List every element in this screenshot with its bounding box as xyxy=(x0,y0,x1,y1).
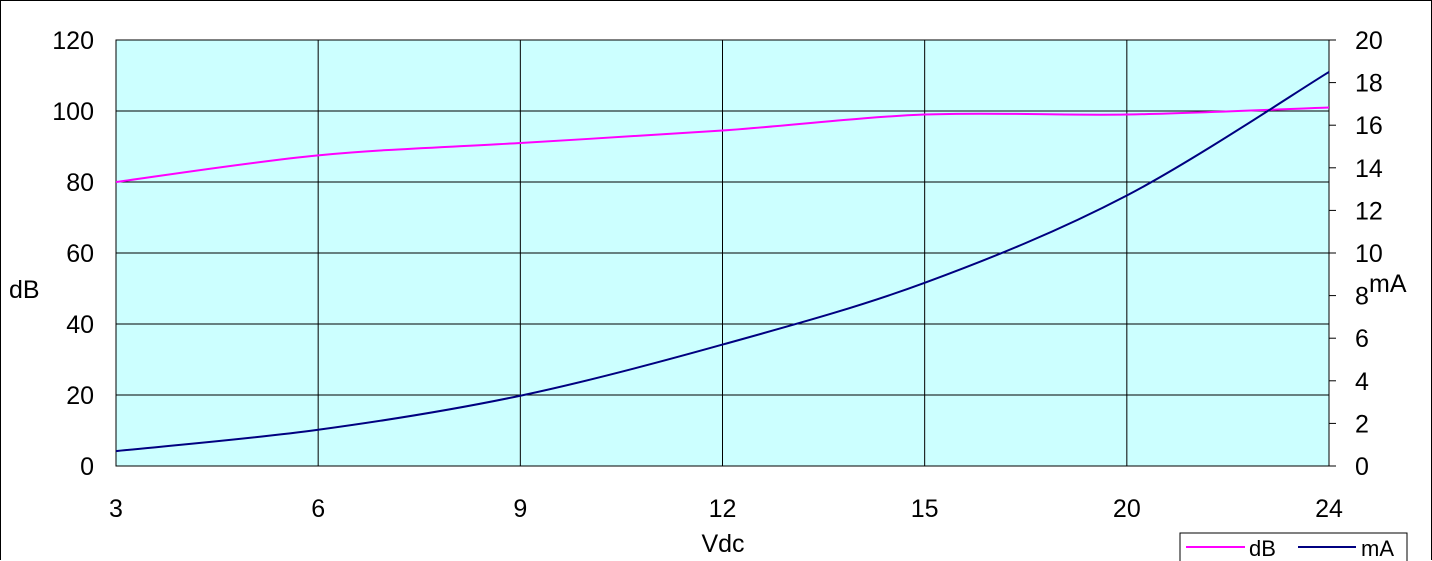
series-line-ma xyxy=(115,71,1330,453)
x-tick-label: 6 xyxy=(311,495,325,523)
right-axis-ticks: 0 2 4 6 8 10 12 14 16 18 20 xyxy=(1329,27,1383,481)
x-tick-label: 3 xyxy=(109,495,123,523)
right-tick-label: 16 xyxy=(1355,112,1383,140)
x-tick-label: 20 xyxy=(1113,495,1141,523)
legend: dB mA xyxy=(1179,532,1408,561)
gridlines xyxy=(115,39,1330,467)
left-tick-label: 60 xyxy=(66,240,94,268)
x-tick-label: 24 xyxy=(1315,495,1343,523)
legend-label-ma: mA xyxy=(1361,536,1394,561)
left-axis-ticks: 0 20 40 60 80 100 120 xyxy=(52,27,94,481)
right-tick-label: 14 xyxy=(1355,155,1383,183)
x-tick-label: 9 xyxy=(513,495,527,523)
x-axis-ticks: 3 6 9 12 15 20 24 xyxy=(109,495,1343,523)
right-tick-label: 8 xyxy=(1355,283,1369,311)
right-tick-label: 0 xyxy=(1355,453,1369,481)
right-tick-label: 20 xyxy=(1355,27,1383,55)
left-tick-label: 80 xyxy=(66,169,94,197)
left-axis-label: dB xyxy=(9,276,40,304)
right-tick-label: 12 xyxy=(1355,197,1383,225)
x-axis-label: Vdc xyxy=(701,530,744,558)
right-tick-label: 2 xyxy=(1355,410,1369,438)
right-tick-label: 6 xyxy=(1355,325,1369,353)
series-line-db xyxy=(115,106,1330,183)
left-tick-label: 0 xyxy=(80,453,94,481)
legend-label-db: dB xyxy=(1249,536,1276,561)
right-tick-label: 4 xyxy=(1355,368,1369,396)
series-layer xyxy=(115,71,1330,453)
left-tick-label: 40 xyxy=(66,311,94,339)
left-tick-label: 20 xyxy=(66,382,94,410)
x-tick-label: 15 xyxy=(911,495,939,523)
x-tick-label: 12 xyxy=(709,495,737,523)
left-tick-label: 100 xyxy=(52,98,94,126)
left-tick-label: 120 xyxy=(52,27,94,55)
right-tick-label: 18 xyxy=(1355,70,1383,98)
right-axis-label: mA xyxy=(1369,270,1407,298)
right-tick-label: 10 xyxy=(1355,240,1383,268)
